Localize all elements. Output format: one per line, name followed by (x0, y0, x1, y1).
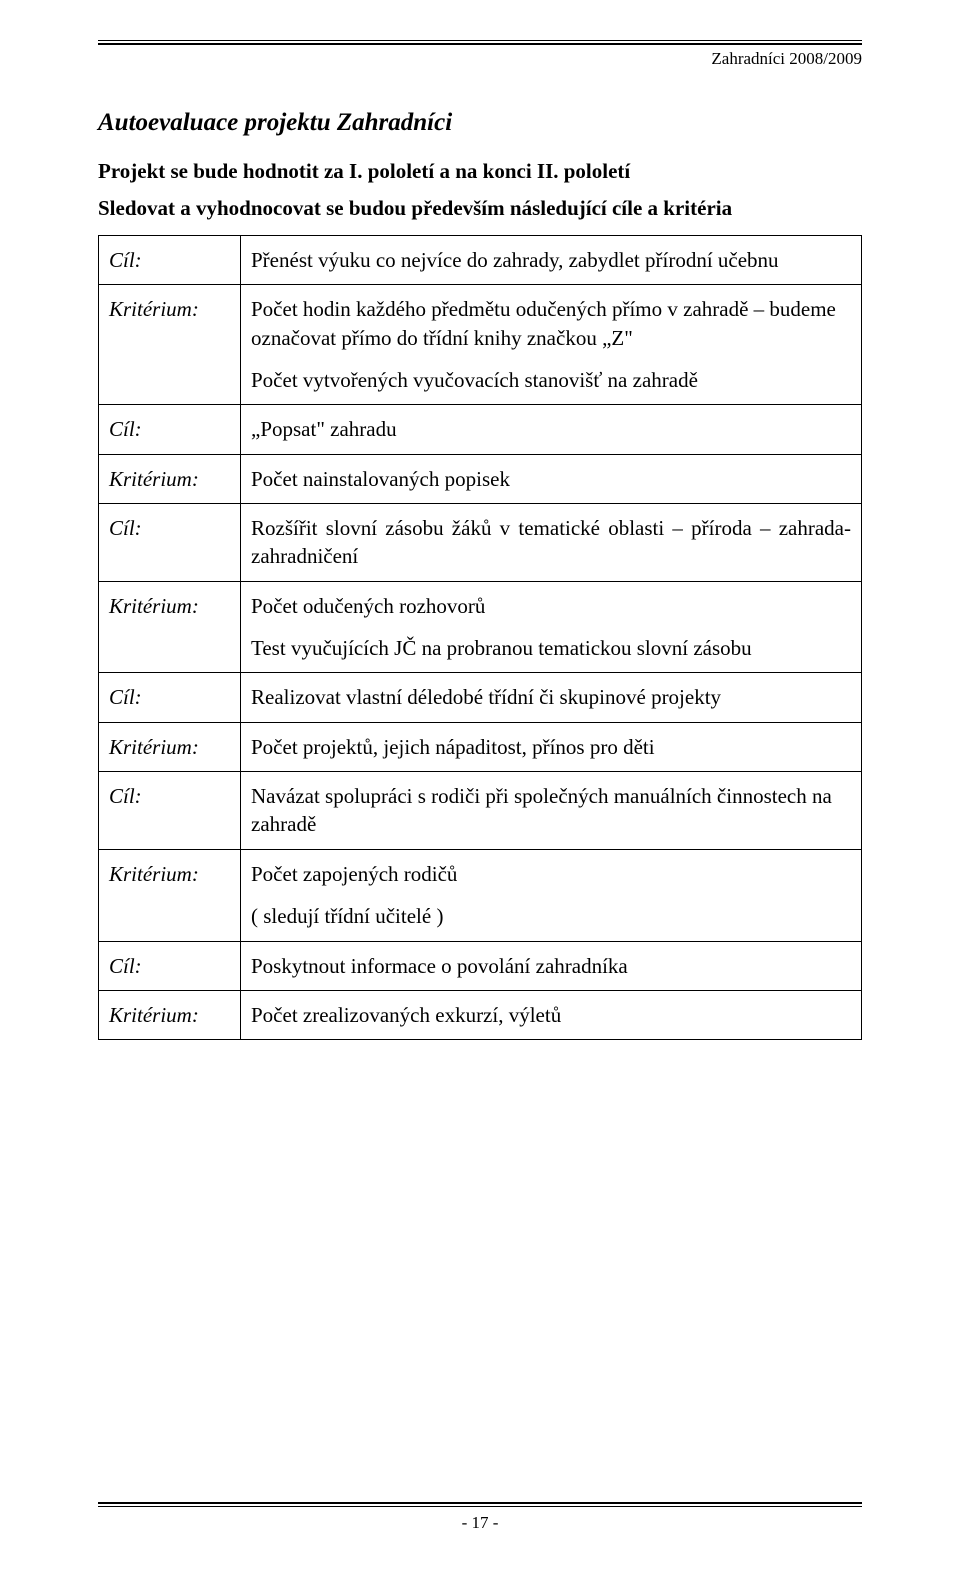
row-paragraph: Počet odučených rozhovorů (251, 592, 851, 620)
row-paragraph: ( sledují třídní učitelé ) (251, 902, 851, 930)
row-content: Realizovat vlastní déledobé třídní či sk… (241, 673, 862, 722)
row-paragraph: Rozšířit slovní zásobu žáků v tematické … (251, 514, 851, 571)
header-rule-group (98, 40, 862, 45)
page: Zahradníci 2008/2009 Autoevaluace projek… (0, 0, 960, 1587)
table-row: Cíl: Přenést výuku co nejvíce do zahrady,… (99, 236, 862, 285)
table-row: Cíl: Realizovat vlastní déledobé třídní č… (99, 673, 862, 722)
row-content: Počet zapojených rodičů ( sledují třídní … (241, 849, 862, 941)
footer-rule-thin (98, 1506, 862, 1507)
row-label-kriterium: Kritérium: (99, 454, 241, 503)
row-label-kriterium: Kritérium: (99, 849, 241, 941)
row-content: Počet zrealizovaných exkurzí, výletů (241, 990, 862, 1039)
row-paragraph: Počet zrealizovaných exkurzí, výletů (251, 1001, 851, 1029)
row-content: Počet projektů, jejich nápaditost, příno… (241, 722, 862, 771)
row-label-cil: Cíl: (99, 236, 241, 285)
row-label-cil: Cíl: (99, 673, 241, 722)
row-paragraph: Navázat spolupráci s rodiči při společný… (251, 782, 851, 839)
row-paragraph: Počet hodin každého předmětu odučených p… (251, 295, 851, 352)
row-paragraph: Počet projektů, jejich nápaditost, příno… (251, 733, 851, 761)
row-content: Navázat spolupráci s rodiči při společný… (241, 772, 862, 850)
header-rule-thin (98, 40, 862, 41)
table-row: Cíl:Rozšířit slovní zásobu žáků v temati… (99, 504, 862, 582)
row-paragraph: Poskytnout informace o povolání zahradní… (251, 952, 851, 980)
row-label-kriterium: Kritérium: (99, 285, 241, 405)
row-content: Počet nainstalovaných popisek (241, 454, 862, 503)
row-label-cil: Cíl: (99, 941, 241, 990)
criteria-table: Cíl: Přenést výuku co nejvíce do zahrady,… (98, 235, 862, 1040)
row-paragraph: Realizovat vlastní déledobé třídní či sk… (251, 683, 851, 711)
row-label-cil: Cíl: (99, 405, 241, 454)
table-row: Kritérium:Počet hodin každého předmětu o… (99, 285, 862, 405)
page-footer: - 17 - (98, 1502, 862, 1533)
table-row: Cíl: „Popsat" zahradu (99, 405, 862, 454)
table-row: Kritérium: Počet zapojených rodičů ( sledu… (99, 849, 862, 941)
table-row: Kritérium: Počet zrealizovaných exkurzí, … (99, 990, 862, 1039)
running-head: Zahradníci 2008/2009 (98, 49, 862, 69)
row-paragraph: „Popsat" zahradu (251, 415, 851, 443)
row-label-kriterium: Kritérium: (99, 990, 241, 1039)
row-content: „Popsat" zahradu (241, 405, 862, 454)
criteria-table-body: Cíl: Přenést výuku co nejvíce do zahrady,… (99, 236, 862, 1040)
table-row: Cíl: Poskytnout informace o povolání zahr… (99, 941, 862, 990)
row-paragraph: Počet nainstalovaných popisek (251, 465, 851, 493)
document-lead: Sledovat a vyhodnocovat se budou předevš… (98, 196, 862, 221)
row-label-cil: Cíl: (99, 772, 241, 850)
table-row: Kritérium: Počet projektů, jejich nápadit… (99, 722, 862, 771)
table-row: Cíl:Navázat spolupráci s rodiči při spol… (99, 772, 862, 850)
row-content: Rozšířit slovní zásobu žáků v tematické … (241, 504, 862, 582)
footer-rule-thick (98, 1502, 862, 1507)
row-paragraph: Přenést výuku co nejvíce do zahrady, zab… (251, 246, 851, 274)
row-content: Počet odučených rozhovorů Test vyučujícíc… (241, 581, 862, 673)
header-rule-thick (98, 43, 862, 45)
row-content: Přenést výuku co nejvíce do zahrady, zab… (241, 236, 862, 285)
document-subtitle: Projekt se bude hodnotit za I. pololetí … (98, 159, 862, 184)
row-label-kriterium: Kritérium: (99, 581, 241, 673)
row-content: Poskytnout informace o povolání zahradní… (241, 941, 862, 990)
row-label-kriterium: Kritérium: (99, 722, 241, 771)
table-row: Kritérium: Počet nainstalovaných popisek (99, 454, 862, 503)
row-label-cil: Cíl: (99, 504, 241, 582)
row-paragraph: Počet vytvořených vyučovacích stanovišť … (251, 366, 851, 394)
row-content: Počet hodin každého předmětu odučených p… (241, 285, 862, 405)
row-paragraph: Počet zapojených rodičů (251, 860, 851, 888)
table-row: Kritérium: Počet odučených rozhovorů Test … (99, 581, 862, 673)
page-number: - 17 - (98, 1513, 862, 1533)
row-paragraph: Test vyučujících JČ na probranou tematic… (251, 634, 851, 662)
document-title: Autoevaluace projektu Zahradníci (98, 109, 862, 137)
